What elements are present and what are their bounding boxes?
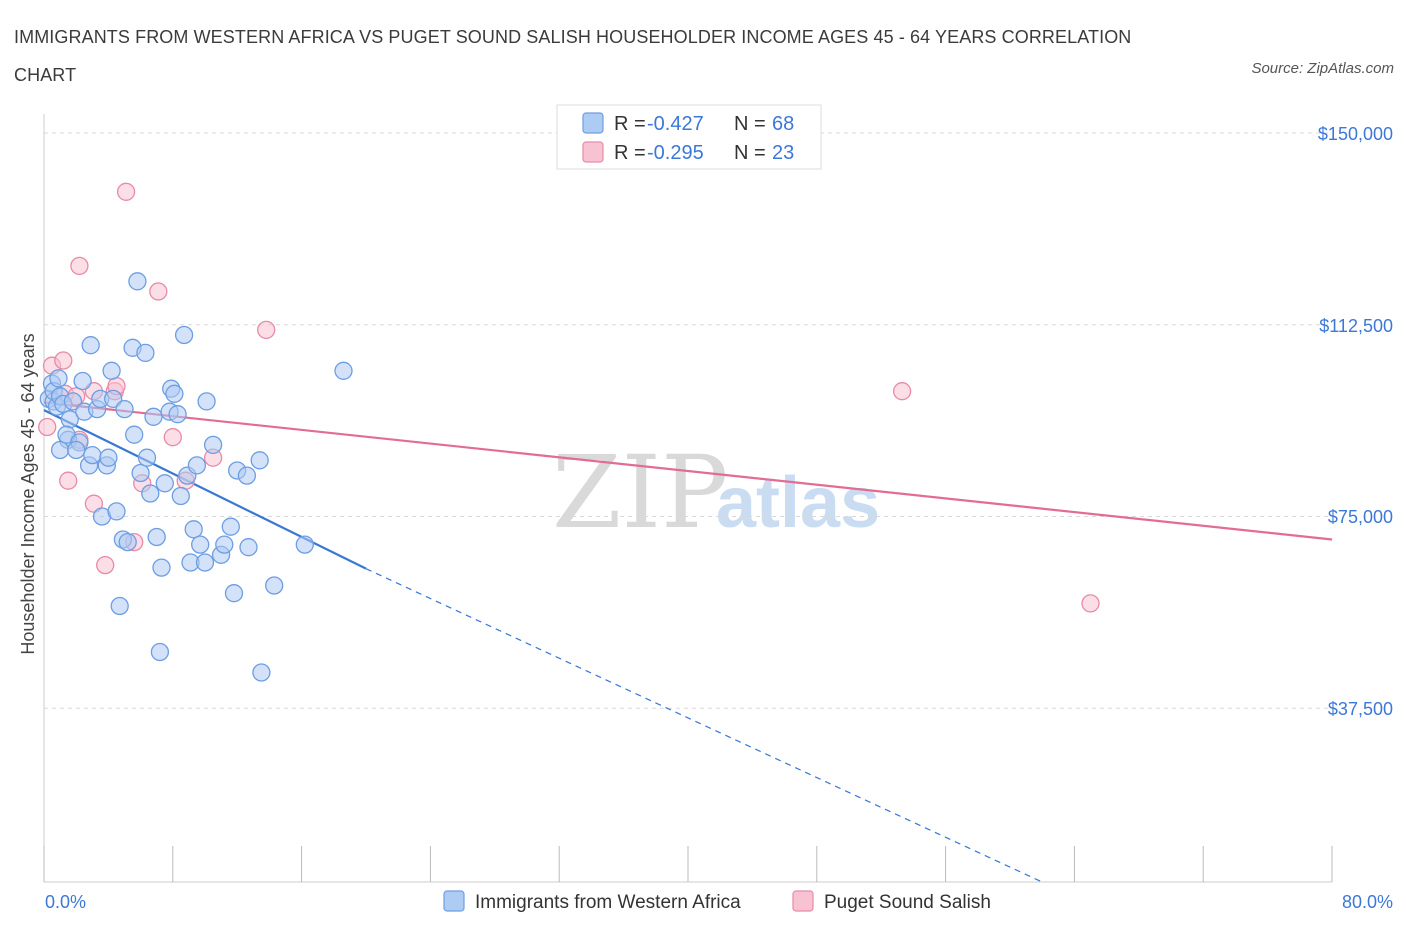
legend-n-value: 68	[772, 113, 794, 135]
point-western-africa	[221, 517, 240, 536]
point-puget-sound-salish	[149, 282, 168, 301]
point-western-africa	[191, 535, 210, 554]
point-western-africa	[99, 448, 118, 467]
point-western-africa	[115, 399, 134, 419]
point-western-africa	[50, 440, 70, 460]
y-axis-label: Householder Income Ages 45 - 64 years	[18, 333, 38, 654]
point-western-africa	[168, 405, 187, 424]
point-western-africa	[147, 527, 166, 547]
point-puget-sound-salish	[96, 555, 115, 575]
point-western-africa	[184, 520, 203, 539]
watermark-atlas: atlas	[716, 463, 880, 543]
source-label: Source: ZipAtlas.com	[1251, 60, 1394, 77]
legend-swatch-pink	[582, 141, 604, 163]
x-tick-label-left: 0.0%	[45, 892, 86, 912]
point-western-africa	[144, 407, 163, 426]
point-western-africa	[73, 371, 92, 391]
point-western-africa	[195, 553, 215, 572]
x-axis-ticks	[43, 846, 1333, 882]
gridlines	[44, 132, 1332, 709]
legend-swatch-puget-sound-salish	[792, 890, 814, 912]
legend-label-western-africa: Immigrants from Western Africa	[475, 892, 741, 913]
point-western-africa	[152, 558, 171, 577]
point-western-africa	[171, 486, 190, 506]
point-puget-sound-salish	[892, 382, 912, 401]
y-tick-label: $150,000	[1318, 124, 1393, 144]
point-puget-sound-salish	[163, 428, 182, 447]
legend-swatch-blue	[582, 112, 604, 134]
point-western-africa	[239, 538, 258, 557]
point-western-africa	[131, 463, 150, 483]
point-western-africa	[187, 456, 207, 475]
watermark-zip: ZIP	[552, 434, 728, 551]
point-western-africa	[136, 343, 155, 363]
point-western-africa	[155, 474, 174, 493]
point-puget-sound-salish	[116, 182, 136, 201]
point-puget-sound-salish	[59, 471, 78, 490]
point-western-africa	[174, 325, 194, 345]
point-western-africa	[197, 392, 216, 411]
point-western-africa	[104, 389, 123, 409]
series-legend: Immigrants from Western Africa Puget Sou…	[443, 890, 991, 913]
data-points	[38, 182, 1100, 682]
legend-r-label: R =	[614, 113, 646, 135]
point-puget-sound-salish	[54, 351, 73, 370]
point-western-africa	[83, 445, 102, 465]
point-western-africa	[128, 272, 147, 291]
point-puget-sound-salish	[70, 256, 89, 276]
point-western-africa	[224, 584, 244, 603]
point-western-africa	[203, 435, 223, 455]
point-puget-sound-salish	[84, 494, 104, 513]
watermark: ZIP atlas	[552, 434, 880, 551]
point-western-africa	[118, 532, 137, 552]
point-western-africa	[165, 384, 184, 403]
legend-n-label: N =	[734, 113, 766, 135]
point-western-africa	[150, 642, 170, 662]
point-western-africa	[49, 369, 68, 388]
point-western-africa	[107, 502, 126, 521]
point-western-africa	[334, 361, 353, 380]
point-western-africa	[137, 448, 157, 467]
legend-n-value: 23	[772, 142, 794, 164]
stats-legend: R = -0.427 N = 68 R = -0.295 N = 23	[556, 104, 822, 170]
point-western-africa	[67, 440, 86, 460]
point-western-africa	[125, 425, 144, 444]
legend-swatch-western-africa	[443, 890, 465, 912]
legend-r-value: -0.295	[647, 142, 704, 164]
point-puget-sound-salish	[1081, 594, 1100, 613]
legend-r-value: -0.427	[647, 113, 704, 135]
point-western-africa	[141, 484, 160, 503]
point-western-africa	[102, 361, 121, 380]
trend-line-western-africa-extrapolated	[365, 568, 1043, 883]
point-western-africa	[237, 466, 257, 485]
trend-line-puget-sound-salish	[43, 401, 1333, 541]
point-puget-sound-salish	[38, 417, 57, 437]
legend-r-label: R =	[614, 142, 646, 164]
point-western-africa	[63, 392, 83, 411]
point-western-africa	[215, 535, 234, 554]
chart-title: IMMIGRANTS FROM WESTERN AFRICA VS PUGET …	[14, 27, 1132, 85]
y-tick-labels: $150,000 $112,500 $75,000 $37,500	[1318, 124, 1393, 719]
point-western-africa	[250, 451, 269, 470]
legend-n-label: N =	[734, 142, 766, 164]
y-tick-label: $75,000	[1328, 507, 1393, 527]
point-western-africa	[81, 336, 100, 355]
y-tick-label: $37,500	[1328, 699, 1393, 719]
y-tick-label: $112,500	[1319, 316, 1393, 336]
x-tick-label-right: 80.0%	[1342, 892, 1393, 912]
point-puget-sound-salish	[257, 320, 276, 340]
point-western-africa	[110, 596, 129, 616]
point-western-africa	[252, 663, 271, 682]
point-western-africa	[265, 576, 284, 595]
point-western-africa	[295, 535, 314, 554]
legend-label-puget-sound-salish: Puget Sound Salish	[824, 892, 991, 913]
